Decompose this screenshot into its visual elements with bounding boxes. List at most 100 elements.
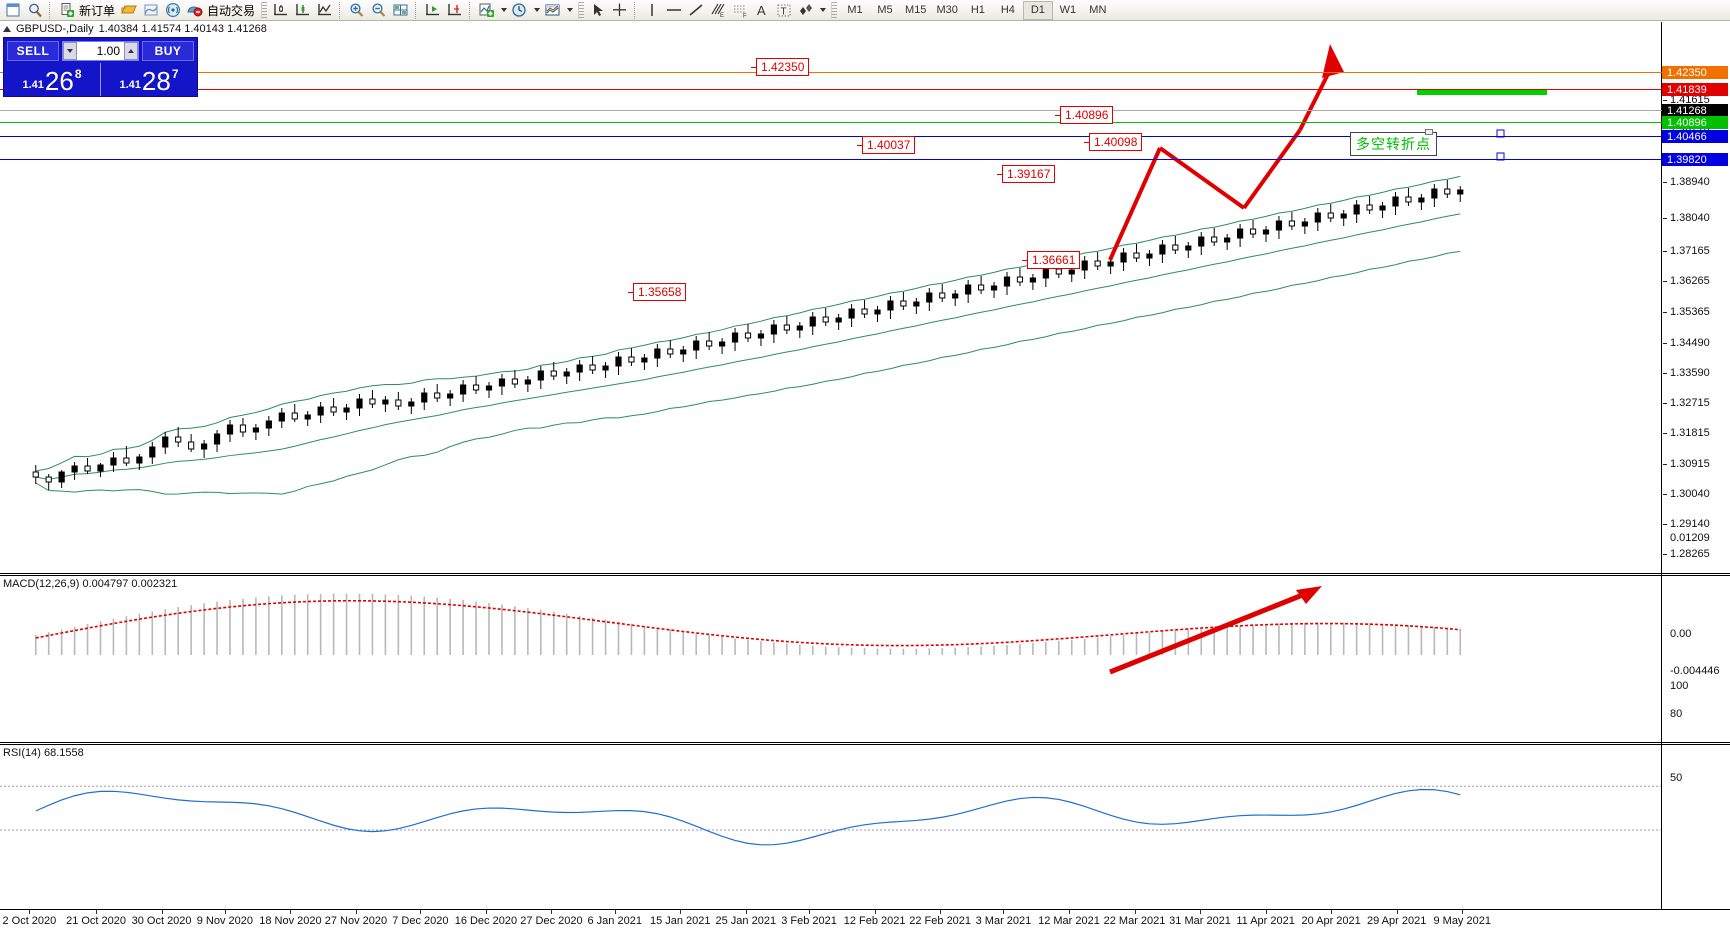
period-clock-icon[interactable] — [509, 1, 531, 20]
buy-price[interactable]: 1.41 28 7 — [100, 63, 197, 96]
shift-end-icon[interactable] — [444, 1, 466, 20]
text-icon[interactable]: A — [751, 1, 773, 20]
green-resistance-marker[interactable] — [1417, 90, 1547, 95]
fibo-icon[interactable]: E — [707, 1, 729, 20]
main-toolbar: 新订单 — [0, 0, 1730, 21]
bar-chart-icon[interactable] — [292, 1, 314, 20]
rsi-tick-label: 50 — [1670, 772, 1683, 784]
level-line-140896[interactable] — [0, 122, 1662, 123]
price-tick-label: 1.38040 — [1670, 212, 1710, 224]
ann-140098[interactable]: 1.40098 — [1083, 133, 1143, 151]
price-tick-label: 1.30915 — [1670, 458, 1710, 470]
volume-decrease-icon[interactable] — [63, 41, 77, 60]
autotrading-icon[interactable] — [184, 1, 206, 20]
price-tick — [1663, 251, 1667, 252]
chart-expand-icon[interactable] — [3, 26, 11, 32]
shapes-icon[interactable] — [795, 1, 817, 20]
macd-pane[interactable] — [0, 576, 1730, 686]
timeframe-m30[interactable]: M30 — [936, 4, 958, 16]
trendline-icon[interactable] — [685, 1, 707, 20]
timeframe-h1[interactable]: H1 — [970, 4, 985, 16]
pane-separator-rsi[interactable] — [0, 742, 1730, 745]
templates-icon[interactable] — [542, 1, 564, 20]
profile-icon[interactable] — [140, 1, 162, 20]
price-level-box[interactable]: 1.40896 — [1662, 116, 1728, 129]
period-dropdown-caret-icon[interactable] — [531, 1, 542, 20]
hline-icon[interactable] — [663, 1, 685, 20]
price-tick — [1663, 494, 1667, 495]
line-chart-icon[interactable] — [314, 1, 336, 20]
toolbar-separator-5 — [634, 1, 638, 19]
ann-140896[interactable]: 1.40896 — [1054, 106, 1114, 124]
label-icon[interactable]: T — [773, 1, 795, 20]
date-tick-label: 31 Mar 2021 — [1169, 915, 1231, 927]
buy-price-prefix: 1.41 — [119, 79, 141, 91]
sell-button[interactable]: SELL — [7, 40, 59, 61]
level-line-141268[interactable] — [0, 110, 1662, 111]
toolbar-grip-3[interactable] — [831, 1, 838, 19]
timeframe-w1[interactable]: W1 — [1059, 4, 1077, 16]
volume-input[interactable]: 1.00 — [77, 41, 124, 60]
equidistant-icon[interactable]: F — [729, 1, 751, 20]
date-tick-label: 27 Nov 2020 — [324, 915, 388, 927]
ann-140037[interactable]: 1.40037 — [856, 136, 916, 154]
timeframe-d1[interactable]: D1 — [1022, 0, 1053, 20]
level-line-141839[interactable] — [0, 89, 1662, 90]
price-level-box[interactable]: 1.42350 — [1662, 66, 1728, 79]
toolbar-grip[interactable] — [261, 1, 268, 19]
price-tick — [1663, 554, 1667, 555]
timeframe-h4[interactable]: H4 — [1000, 4, 1015, 16]
level-line-139820[interactable] — [0, 159, 1662, 160]
price-chart-pane[interactable] — [0, 22, 1730, 527]
rsi-pane[interactable] — [0, 745, 1730, 910]
ann-cn[interactable]: 多空转折点 — [1350, 129, 1437, 156]
buy-button[interactable]: BUY — [142, 40, 194, 61]
signal-icon[interactable] — [162, 1, 184, 20]
crosshair-icon[interactable] — [609, 1, 631, 20]
vline-icon[interactable] — [641, 1, 663, 20]
new-order-label[interactable]: 新订单 — [79, 3, 116, 18]
timeframe-m15[interactable]: M15 — [905, 4, 927, 16]
timeframe-mn[interactable]: MN — [1089, 4, 1107, 16]
price-tick — [1663, 281, 1667, 282]
price-level-box[interactable]: 1.41839 — [1662, 83, 1728, 96]
chart-ohlc: 1.40384 1.41574 1.40143 1.41268 — [98, 23, 267, 35]
price-level-box[interactable]: 1.40466 — [1662, 130, 1728, 143]
zoom-out-icon[interactable] — [368, 1, 390, 20]
crosshair-bars-icon[interactable] — [270, 1, 292, 20]
ann-142350[interactable]: 1.42350 — [750, 58, 810, 76]
date-tick — [29, 910, 31, 914]
shift-start-icon[interactable] — [422, 1, 444, 20]
volume-stepper[interactable]: 1.00 — [62, 40, 139, 61]
timeframe-m1[interactable]: M1 — [847, 4, 863, 16]
level-line-140466[interactable] — [0, 136, 1662, 137]
autotrading-label[interactable]: 自动交易 — [207, 3, 256, 18]
ann-135658[interactable]: 1.35658 — [627, 283, 687, 301]
new-order-icon[interactable] — [56, 1, 78, 20]
templates-dropdown-caret-icon[interactable] — [564, 1, 575, 20]
toolbar-grip-2[interactable] — [578, 1, 585, 19]
volume-increase-icon[interactable] — [124, 41, 138, 60]
sell-price[interactable]: 1.41 26 8 — [4, 63, 100, 96]
shapes-dropdown-caret-icon[interactable] — [817, 1, 828, 20]
pane-separator-macd[interactable] — [0, 573, 1730, 576]
folder-icon[interactable] — [118, 1, 140, 20]
date-tick-label: 16 Dec 2020 — [454, 915, 518, 927]
price-level-box[interactable]: 1.39820 — [1662, 153, 1728, 166]
zoom-in-icon[interactable] — [346, 1, 368, 20]
one-click-trading-panel[interactable]: SELL 1.00 BUY 1.41 26 8 1.41 28 7 — [3, 37, 198, 97]
level-line-142350[interactable] — [0, 72, 1662, 73]
timeframe-m5[interactable]: M5 — [877, 4, 893, 16]
ann-136661[interactable]: 1.36661 — [1021, 251, 1081, 269]
ann-139167[interactable]: 1.39167 — [996, 165, 1056, 183]
indicator-dropdown-caret-icon[interactable] — [498, 1, 509, 20]
indicator-add-icon[interactable] — [476, 1, 498, 20]
magnifier-icon[interactable] — [24, 1, 46, 20]
date-tick — [940, 910, 942, 914]
grid-icon[interactable] — [390, 1, 412, 20]
cursor-icon[interactable] — [587, 1, 609, 20]
date-tick — [1068, 910, 1070, 914]
window-icon[interactable] — [2, 1, 24, 20]
date-tick-label: 15 Jan 2021 — [649, 915, 711, 927]
price-level-box[interactable]: 1.41268 — [1662, 104, 1728, 117]
